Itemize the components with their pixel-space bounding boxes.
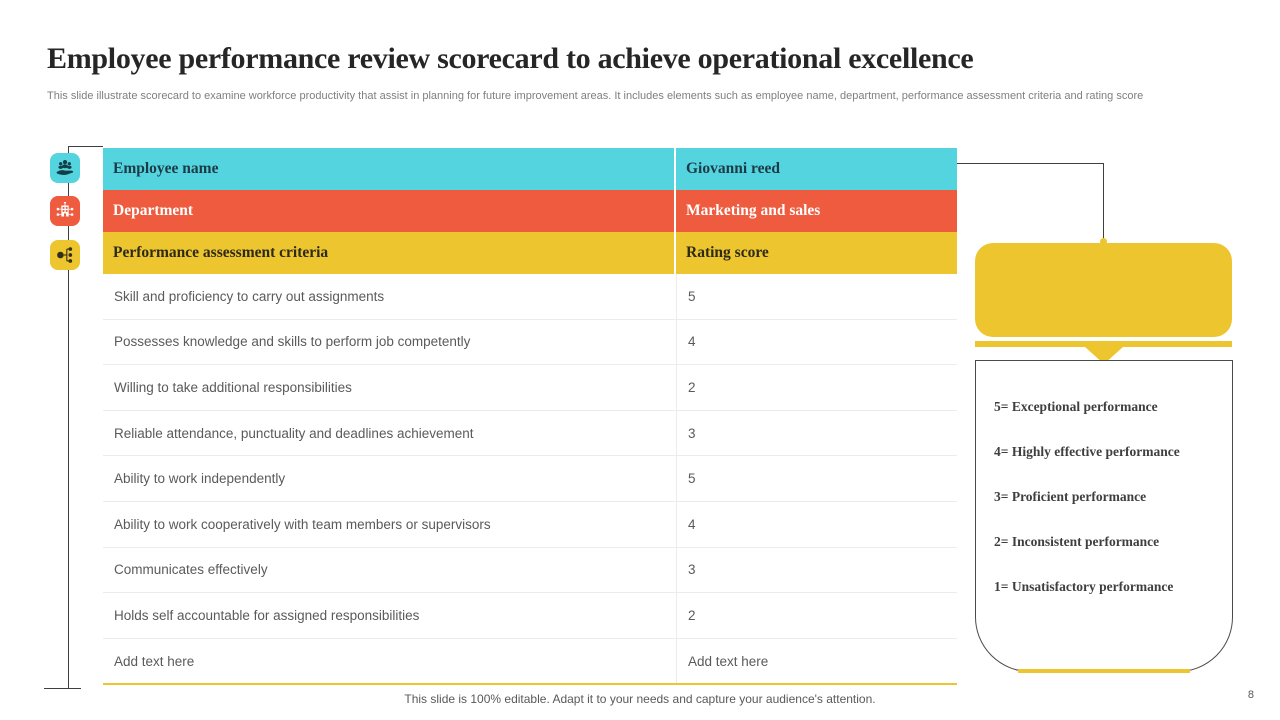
rating-legend: 5= Exceptional performance 4= Highly eff… bbox=[975, 360, 1233, 673]
criteria-cell: Communicates effectively bbox=[103, 547, 677, 593]
legend-item-4: 4= Highly effective performance bbox=[994, 444, 1180, 459]
connector-horizontal-line bbox=[957, 163, 1103, 164]
add-text-placeholder[interactable]: Add text here bbox=[103, 638, 677, 684]
scorecard-table: Employee name Giovanni reed Department M… bbox=[103, 148, 957, 686]
header-value: Rating score bbox=[686, 244, 769, 261]
criteria-cell: Ability to work independently bbox=[103, 456, 677, 501]
score-cell: 4 bbox=[688, 516, 696, 532]
criteria-cell: Holds self accountable for assigned resp… bbox=[103, 593, 677, 638]
table-row: Ability to work cooperatively with team … bbox=[103, 501, 957, 548]
table-row: Possesses knowledge and skills to perfor… bbox=[103, 319, 957, 366]
header-label: Performance assessment criteria bbox=[103, 232, 676, 274]
legend-callout-strip bbox=[975, 341, 1232, 347]
left-rail-top-tick bbox=[68, 146, 103, 147]
score-cell: 3 bbox=[688, 562, 696, 578]
criteria-cell: Ability to work cooperatively with team … bbox=[103, 501, 677, 547]
department-building-icon bbox=[50, 196, 80, 226]
table-row-criteria-header: Performance assessment criteria Rating s… bbox=[103, 232, 957, 274]
header-value: Marketing and sales bbox=[686, 202, 821, 219]
legend-item-2: 2= Inconsistent performance bbox=[994, 534, 1160, 549]
header-label: Department bbox=[103, 190, 676, 232]
page-title: Employee performance review scorecard to… bbox=[47, 42, 974, 75]
header-label: Employee name bbox=[103, 148, 676, 190]
criteria-cell: Reliable attendance, punctuality and dea… bbox=[103, 410, 677, 456]
left-rail-bottom-tick bbox=[44, 688, 81, 689]
score-cell: 5 bbox=[688, 471, 696, 487]
left-rail-line bbox=[68, 146, 69, 688]
score-cell: 2 bbox=[688, 607, 696, 623]
legend-item-3: 3= Proficient performance bbox=[994, 489, 1147, 504]
score-cell: 5 bbox=[688, 288, 696, 304]
legend-callout-box bbox=[975, 243, 1232, 337]
legend-callout-pointer bbox=[1085, 347, 1123, 364]
connector-vertical-line bbox=[1103, 163, 1104, 241]
page-subtitle: This slide illustrate scorecard to exami… bbox=[47, 90, 1144, 102]
header-value: Giovanni reed bbox=[686, 160, 781, 177]
hierarchy-icon bbox=[50, 240, 80, 270]
table-row: Skill and proficiency to carry out assig… bbox=[103, 274, 957, 320]
table-row-employee-name: Employee name Giovanni reed bbox=[103, 148, 957, 190]
criteria-cell: Willing to take additional responsibilit… bbox=[103, 365, 677, 410]
add-text-placeholder[interactable]: Add text here bbox=[688, 653, 769, 669]
criteria-cell: Possesses knowledge and skills to perfor… bbox=[103, 319, 677, 365]
score-cell: 3 bbox=[688, 425, 696, 441]
table-row-department: Department Marketing and sales bbox=[103, 190, 957, 232]
score-cell: 2 bbox=[688, 379, 696, 395]
table-row: Reliable attendance, punctuality and dea… bbox=[103, 410, 957, 457]
footer-note: This slide is 100% editable. Adapt it to… bbox=[404, 692, 876, 706]
criteria-cell: Skill and proficiency to carry out assig… bbox=[103, 274, 677, 319]
page-number: 8 bbox=[1247, 689, 1254, 701]
legend-bottom-accent bbox=[1018, 669, 1190, 673]
score-cell: 4 bbox=[688, 334, 696, 350]
legend-item-5: 5= Exceptional performance bbox=[994, 399, 1158, 414]
table-row: Communicates effectively 3 bbox=[103, 547, 957, 594]
team-in-hand-icon bbox=[50, 153, 80, 183]
connector-dot bbox=[1100, 238, 1107, 245]
table-row: Willing to take additional responsibilit… bbox=[103, 365, 957, 411]
table-row: Holds self accountable for assigned resp… bbox=[103, 593, 957, 639]
table-row: Ability to work independently 5 bbox=[103, 456, 957, 502]
legend-item-1: 1= Unsatisfactory performance bbox=[994, 579, 1174, 594]
table-row-add-text: Add text here Add text here bbox=[103, 638, 957, 684]
